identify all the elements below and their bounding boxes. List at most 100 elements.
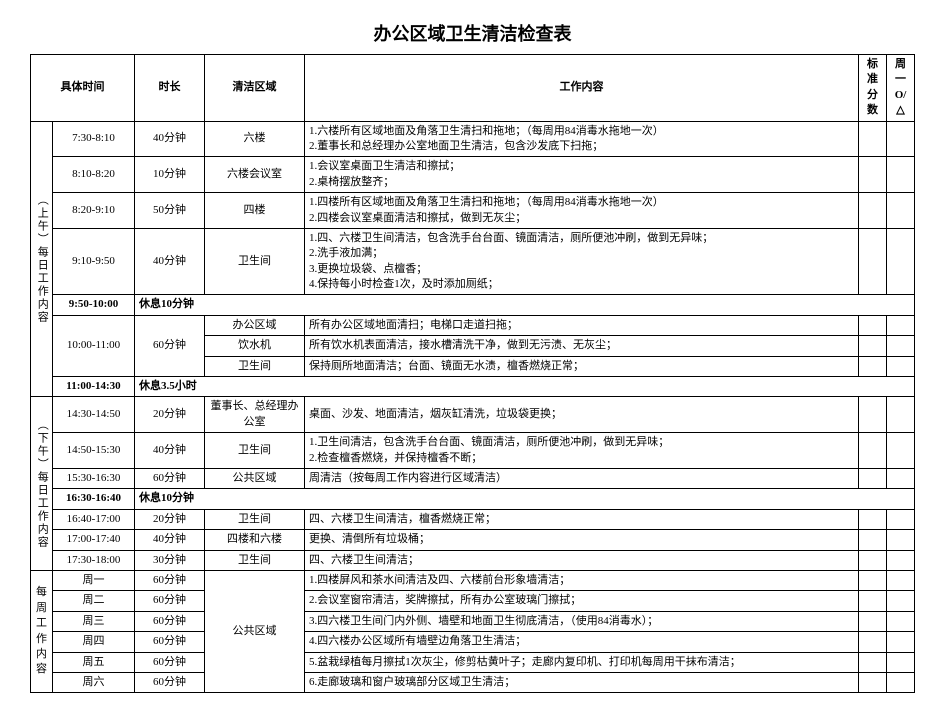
table-row: 17:00-17:40 40分钟 四楼和六楼 更换、清倒所有垃圾桶； [31, 530, 915, 550]
table-row: 每周工作内容周一60分钟公共区域1.四楼屏风和茶水间清洁及四、六楼前台形象墙清洁… [31, 570, 915, 590]
score-cell [859, 397, 887, 433]
day-cell: 周四 [53, 632, 135, 652]
time-cell: 14:30-14:50 [53, 397, 135, 433]
monday-cell [887, 157, 915, 193]
time-cell: 8:20-9:10 [53, 193, 135, 229]
score-cell [859, 632, 887, 652]
duration-cell: 20分钟 [135, 397, 205, 433]
table-row: 周六60分钟6.走廊玻璃和窗户玻璃部分区域卫生清洁； [31, 672, 915, 692]
content-cell: 4.四六楼办公区域所有墙壁边角落卫生清洁； [305, 632, 859, 652]
break-label: 休息10分钟 [135, 489, 915, 509]
area-cell: 四楼和六楼 [205, 530, 305, 550]
table-row: 10:00-11:00 60分钟 办公区域 所有办公区域地面清扫；电梯口走道扫拖… [31, 315, 915, 335]
page-title: 办公区域卫生清洁检查表 [30, 20, 915, 46]
monday-cell [887, 468, 915, 488]
content-cell: 6.走廊玻璃和窗户玻璃部分区域卫生清洁； [305, 672, 859, 692]
score-cell [859, 157, 887, 193]
table-row: 8:20-9:10 50分钟 四楼 1.四楼所有区域地面及角落卫生清扫和拖地；（… [31, 193, 915, 229]
break-row: 11:00-14:30 休息3.5小时 [31, 377, 915, 397]
table-row: 周二60分钟2.会议室窗帘清洁，奖牌擦拭，所有办公室玻璃门擦拭； [31, 591, 915, 611]
monday-cell [887, 672, 915, 692]
duration-cell: 60分钟 [135, 591, 205, 611]
duration-cell: 60分钟 [135, 652, 205, 672]
area-cell: 公共区域 [205, 570, 305, 692]
table-row: 15:30-16:30 60分钟 公共区域 周清洁（按每周工作内容进行区域清洁） [31, 468, 915, 488]
day-cell: 周五 [53, 652, 135, 672]
content-cell: 所有饮水机表面清洁，接水槽清洗干净，做到无污渍、无灰尘； [305, 336, 859, 356]
content-cell: 1.四楼屏风和茶水间清洁及四、六楼前台形象墙清洁； [305, 570, 859, 590]
content-cell: 更换、清倒所有垃圾桶； [305, 530, 859, 550]
monday-cell [887, 509, 915, 529]
duration-cell: 40分钟 [135, 530, 205, 550]
monday-cell [887, 193, 915, 229]
score-cell [859, 336, 887, 356]
time-cell: 9:50-10:00 [53, 295, 135, 315]
monday-cell [887, 356, 915, 376]
day-cell: 周二 [53, 591, 135, 611]
header-time: 具体时间 [31, 55, 135, 122]
duration-cell: 60分钟 [135, 611, 205, 631]
area-cell: 卫生间 [205, 228, 305, 295]
duration-cell: 40分钟 [135, 433, 205, 469]
monday-cell [887, 121, 915, 157]
monday-cell [887, 591, 915, 611]
table-row: 14:50-15:30 40分钟 卫生间 1.卫生间清洁，包含洗手台台面、镜面清… [31, 433, 915, 469]
monday-cell [887, 550, 915, 570]
content-cell: 1.六楼所有区域地面及角落卫生清扫和拖地；（每周用84消毒水拖地一次） 2.董事… [305, 121, 859, 157]
duration-cell: 60分钟 [135, 632, 205, 652]
score-cell [859, 550, 887, 570]
table-row: 周五60分钟 5.盆栽绿植每月擦拭1次灰尘，修剪枯黄叶子；走廊内复印机、打印机每周… [31, 652, 915, 672]
header-duration: 时长 [135, 55, 205, 122]
area-cell: 办公区域 [205, 315, 305, 335]
duration-cell: 50分钟 [135, 193, 205, 229]
table-row: 17:30-18:00 30分钟 卫生间 四、六楼卫生间清洁； [31, 550, 915, 570]
content-cell: 1.卫生间清洁，包含洗手台台面、镜面清洁，厕所便池冲刷，做到无异味； 2.检查檀… [305, 433, 859, 469]
break-label: 休息10分钟 [135, 295, 915, 315]
score-cell [859, 652, 887, 672]
monday-cell [887, 530, 915, 550]
content-cell: 四、六楼卫生间清洁； [305, 550, 859, 570]
score-cell [859, 433, 887, 469]
header-content: 工作内容 [305, 55, 859, 122]
duration-cell: 10分钟 [135, 157, 205, 193]
monday-cell [887, 632, 915, 652]
score-cell [859, 672, 887, 692]
score-cell [859, 530, 887, 550]
section-weekly-label: 每周工作内容 [31, 570, 53, 692]
area-cell: 卫生间 [205, 550, 305, 570]
score-cell [859, 315, 887, 335]
time-cell: 8:10-8:20 [53, 157, 135, 193]
score-cell [859, 468, 887, 488]
time-cell: 10:00-11:00 [53, 315, 135, 376]
table-row: 周三60分钟3.四六楼卫生间门内外侧、墙壁和地面卫生彻底清洁，（使用84消毒水）… [31, 611, 915, 631]
break-label: 休息3.5小时 [135, 377, 915, 397]
monday-cell [887, 570, 915, 590]
time-cell: 11:00-14:30 [53, 377, 135, 397]
break-row: 9:50-10:00 休息10分钟 [31, 295, 915, 315]
content-cell: 5.盆栽绿植每月擦拭1次灰尘，修剪枯黄叶子；走廊内复印机、打印机每周用干抹布清洁… [305, 652, 859, 672]
header-row: 具体时间 时长 清洁区域 工作内容 标准分数 周一O/△ [31, 55, 915, 122]
table-row: 8:10-8:20 10分钟 六楼会议室 1.会议室桌面卫生清洁和擦拭； 2.桌… [31, 157, 915, 193]
table-row: 9:10-9:50 40分钟 卫生间 1.四、六楼卫生间清洁，包含洗手台台面、镜… [31, 228, 915, 295]
time-cell: 14:50-15:30 [53, 433, 135, 469]
time-cell: 16:40-17:00 [53, 509, 135, 529]
duration-cell: 40分钟 [135, 121, 205, 157]
area-cell: 董事长、总经理办公室 [205, 397, 305, 433]
monday-cell [887, 228, 915, 295]
section-afternoon-label: ︵下午︶每日工作内容 [31, 397, 53, 571]
section-morning-label: ︵上午︶每日工作内容 [31, 121, 53, 397]
area-cell: 六楼会议室 [205, 157, 305, 193]
monday-cell [887, 611, 915, 631]
area-cell: 饮水机 [205, 336, 305, 356]
area-cell: 卫生间 [205, 356, 305, 376]
table-row: ︵下午︶每日工作内容 14:30-14:50 20分钟 董事长、总经理办公室 桌… [31, 397, 915, 433]
duration-cell: 20分钟 [135, 509, 205, 529]
content-cell: 四、六楼卫生间清洁，檀香燃烧正常； [305, 509, 859, 529]
monday-cell [887, 336, 915, 356]
score-cell [859, 193, 887, 229]
area-cell: 公共区域 [205, 468, 305, 488]
duration-cell: 40分钟 [135, 228, 205, 295]
header-monday: 周一O/△ [887, 55, 915, 122]
break-row: 16:30-16:40 休息10分钟 [31, 489, 915, 509]
area-cell: 卫生间 [205, 509, 305, 529]
